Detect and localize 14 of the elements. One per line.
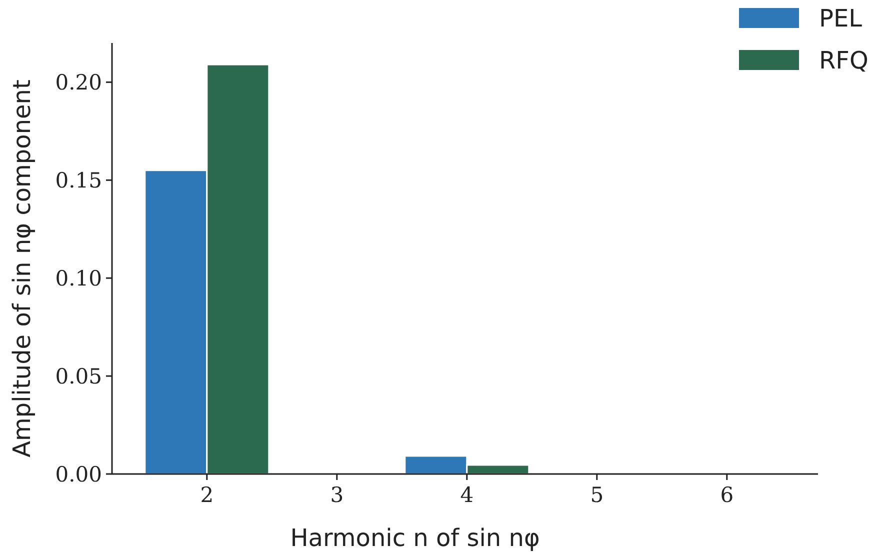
y-tick-label: 0.00 [55, 462, 102, 486]
legend-label: PEL [819, 4, 863, 32]
legend-label: RFQ [819, 46, 868, 74]
x-axis-title: Harmonic n of sin nφ [290, 524, 540, 552]
y-axis-title: Amplitude of sin nφ component [8, 80, 36, 458]
x-tick-label: 3 [330, 483, 344, 507]
x-tick-label: 2 [200, 483, 214, 507]
x-tick-label: 5 [590, 483, 604, 507]
y-tick-label: 0.15 [55, 168, 102, 192]
x-tick-label: 4 [460, 483, 474, 507]
y-tick-label: 0.05 [55, 364, 102, 388]
x-tick-label: 6 [720, 483, 734, 507]
y-tick-label: 0.20 [55, 70, 102, 95]
y-tick-label: 0.10 [55, 266, 102, 290]
